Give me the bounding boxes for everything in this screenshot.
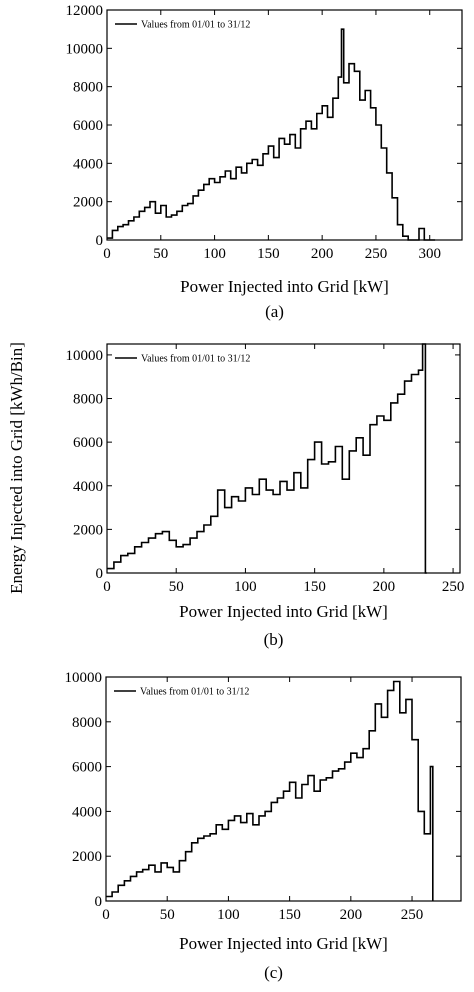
x-tick-label: 100 [217, 907, 240, 923]
x-tick-label: 150 [257, 246, 280, 262]
y-tick-label: 6000 [73, 118, 103, 134]
panel-caption: (c) [264, 963, 283, 982]
y-tick-label: 12000 [66, 3, 104, 19]
y-tick-label: 8000 [73, 392, 103, 408]
panel-c: 0 50 100 150 200 250 0 2000 4000 6000 8000 10000 Val… [65, 670, 462, 982]
legend-label: Values from 01/01 to 31/12 [141, 20, 250, 31]
panel-caption: (a) [265, 302, 284, 321]
x-tick-label: 50 [169, 579, 184, 595]
x-tick-label: 100 [203, 246, 226, 262]
panel-b: 0 50 100 150 200 250 0 2000 4000 6000 8000 10000 Val… [66, 343, 465, 649]
x-tick-label: 150 [278, 907, 301, 923]
y-tick-label: 6000 [73, 435, 103, 451]
y-tick-label: 6000 [72, 760, 102, 776]
panel-caption: (b) [264, 630, 284, 649]
y-tick-label: 0 [96, 566, 104, 582]
x-tick-label: 250 [442, 579, 465, 595]
x-tick-label: 250 [401, 907, 424, 923]
series-line [107, 343, 427, 574]
x-tick-label: 200 [373, 579, 396, 595]
y-tick-label: 4000 [73, 479, 103, 495]
x-tick-label: 200 [340, 907, 363, 923]
x-axis-label: Power Injected into Grid [kW] [180, 277, 389, 296]
x-tick-label: 50 [153, 246, 168, 262]
x-tick-label: 0 [102, 907, 110, 923]
panel-a: 0 50 100 150 200 250 300 0 2000 4000 6000 8000 10000… [66, 3, 463, 321]
y-tick-label: 10000 [66, 41, 104, 57]
y-tick-label: 2000 [72, 849, 102, 865]
legend-label: Values from 01/01 to 31/12 [141, 354, 250, 365]
x-tick-label: 0 [103, 246, 111, 262]
x-tick-label: 100 [234, 579, 257, 595]
y-tick-label: 4000 [72, 804, 102, 820]
x-axis-label: Power Injected into Grid [kW] [179, 934, 388, 953]
y-tick-label: 0 [95, 894, 103, 910]
plot-frame [106, 343, 461, 574]
x-tick-label: 300 [418, 246, 441, 262]
y-tick-label: 4000 [73, 156, 103, 172]
y-tick-label: 2000 [73, 195, 103, 211]
y-tick-label: 10000 [65, 670, 103, 686]
x-tick-label: 200 [311, 246, 334, 262]
y-tick-label: 2000 [73, 522, 103, 538]
legend-label: Values from 01/01 to 31/12 [140, 687, 249, 698]
shared-y-axis-label: Energy Injected into Grid [kWh/Bin] [7, 342, 26, 594]
x-tick-label: 50 [160, 907, 175, 923]
x-axis-label: Power Injected into Grid [kW] [179, 602, 388, 621]
y-tick-label: 8000 [73, 80, 103, 96]
plot-frame [105, 676, 462, 902]
x-tick-label: 0 [103, 579, 111, 595]
series-line [107, 28, 436, 241]
series-line [106, 680, 434, 901]
x-tick-label: 150 [303, 579, 326, 595]
y-tick-label: 0 [96, 233, 104, 249]
y-tick-label: 10000 [66, 348, 104, 364]
x-tick-label: 250 [365, 246, 388, 262]
y-tick-label: 8000 [72, 715, 102, 731]
